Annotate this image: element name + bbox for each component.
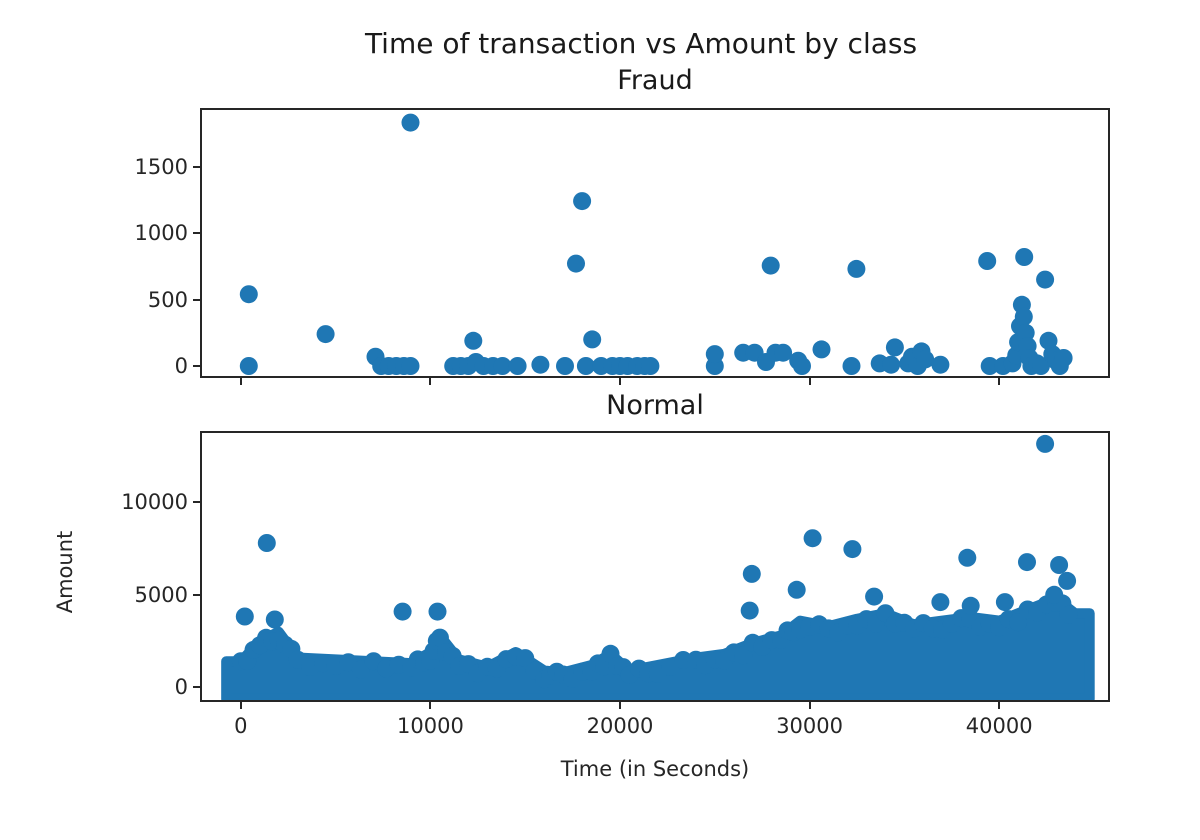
data-point	[508, 357, 527, 375]
data-point	[257, 534, 276, 552]
data-point	[793, 357, 811, 375]
data-point	[239, 285, 258, 304]
data-point	[931, 355, 950, 374]
data-point	[843, 540, 862, 559]
data-point	[787, 580, 806, 599]
normal-scatter-plot	[221, 434, 1095, 700]
normal-xtick	[429, 702, 432, 709]
fraud-panel-title: Fraud	[617, 65, 693, 96]
fraud-ytick	[193, 365, 200, 368]
data-point	[931, 593, 950, 612]
data-point	[239, 357, 258, 375]
data-point	[1059, 605, 1078, 624]
data-point	[742, 564, 761, 583]
normal-ytick	[193, 686, 200, 689]
data-point	[1054, 349, 1073, 367]
data-point	[842, 357, 861, 375]
normal-ytick	[193, 593, 200, 596]
fraud-xtick	[239, 378, 242, 385]
data-point	[428, 602, 447, 621]
data-point	[1014, 307, 1033, 326]
fraud-xtick	[429, 378, 432, 385]
data-point	[265, 610, 284, 629]
normal-ytick-label: 5000	[134, 582, 188, 607]
data-point	[493, 357, 512, 375]
data-point	[401, 113, 420, 132]
fraud-ytick	[193, 298, 200, 301]
data-point	[401, 357, 420, 375]
data-point	[393, 602, 412, 621]
fraud-axes	[200, 108, 1110, 378]
data-point	[995, 593, 1014, 612]
data-point	[516, 649, 535, 668]
normal-xtick	[619, 702, 622, 709]
fraud-xtick	[998, 378, 1001, 385]
data-point	[351, 660, 370, 679]
data-point	[641, 357, 660, 375]
data-point	[803, 529, 822, 548]
data-point	[316, 325, 335, 344]
data-point	[1018, 553, 1036, 572]
data-point	[576, 357, 595, 375]
normal-ytick-label: 0	[174, 675, 188, 700]
data-point	[1015, 248, 1034, 266]
figure-suptitle: Time of transaction vs Amount by class	[364, 27, 918, 60]
data-point	[847, 259, 866, 278]
fraud-ytick	[193, 165, 200, 168]
fraud-ytick-label: 0	[174, 354, 188, 379]
normal-ytick-label: 10000	[121, 490, 188, 515]
data-point	[1031, 357, 1050, 375]
y-axis-label: Amount	[53, 530, 77, 614]
data-point	[556, 357, 574, 375]
data-point	[1016, 323, 1035, 342]
data-point	[980, 357, 999, 375]
data-point	[734, 646, 753, 665]
data-point	[958, 548, 977, 567]
data-point	[705, 345, 724, 364]
fraud-scatter-plot	[239, 113, 1073, 375]
data-point	[1036, 270, 1055, 289]
data-point	[812, 340, 831, 359]
normal-panel-title: Normal	[606, 390, 704, 421]
data-point	[430, 628, 449, 647]
normal-xtick-label: 10000	[397, 714, 464, 738]
data-point	[916, 350, 935, 369]
data-point	[761, 256, 780, 275]
fraud-ytick-label: 500	[147, 287, 188, 312]
data-point	[978, 252, 997, 270]
fraud-xtick	[619, 378, 622, 385]
normal-xtick-label: 0	[234, 714, 248, 738]
data-point	[573, 192, 592, 211]
data-point	[961, 596, 980, 615]
data-point	[583, 330, 602, 349]
fraud-xtick	[808, 378, 811, 385]
data-point	[674, 651, 693, 669]
normal-xtick-label: 30000	[776, 714, 843, 738]
data-point	[1050, 556, 1069, 574]
x-axis-label: Time (in Seconds)	[560, 757, 750, 781]
data-point	[774, 343, 793, 362]
data-point	[882, 355, 901, 374]
data-point	[464, 331, 483, 350]
normal-xtick	[239, 702, 242, 709]
fraud-ytick	[193, 232, 200, 235]
data-point	[1009, 613, 1028, 632]
normal-xtick	[998, 702, 1001, 709]
fraud-ytick-label: 1500	[134, 154, 188, 179]
data-point	[235, 607, 254, 626]
data-point	[531, 355, 550, 374]
normal-xtick-label: 40000	[965, 714, 1033, 738]
data-point	[1036, 434, 1055, 453]
normal-xtick	[808, 702, 811, 709]
data-point	[567, 254, 585, 273]
data-point	[740, 601, 759, 620]
normal-xtick-label: 20000	[586, 714, 654, 738]
data-point	[1045, 585, 1064, 604]
data-point	[1058, 571, 1077, 590]
fraud-ytick-label: 1000	[134, 221, 188, 246]
data-point	[865, 587, 884, 606]
data-point	[885, 338, 904, 357]
normal-ytick	[193, 501, 200, 504]
